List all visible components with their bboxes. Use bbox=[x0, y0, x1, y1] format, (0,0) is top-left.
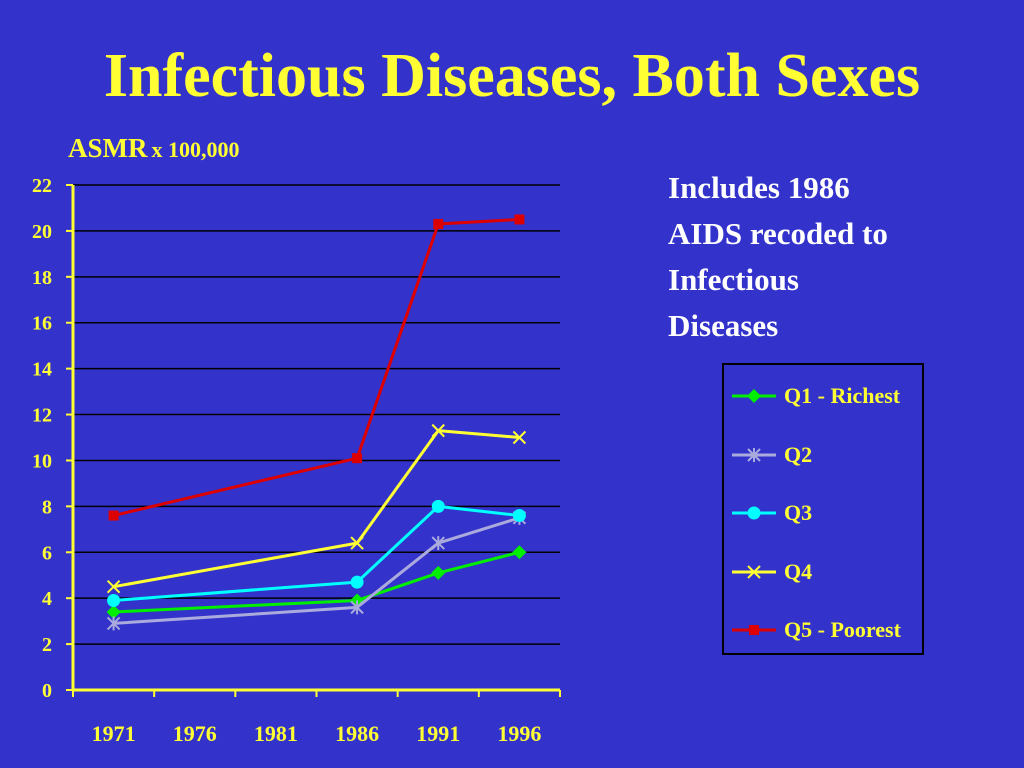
legend-marker bbox=[747, 564, 761, 579]
legend-label: Q4 bbox=[784, 558, 813, 584]
series-line bbox=[113, 429, 520, 589]
x-tick-label: 1996 bbox=[497, 721, 541, 746]
data-point bbox=[431, 423, 445, 438]
y-axis-label-unit: x 100,000 bbox=[151, 137, 240, 162]
legend-marker bbox=[747, 447, 761, 462]
legend-item: Q5 - Poorest bbox=[732, 615, 922, 645]
x-tick-label: 1981 bbox=[254, 721, 298, 746]
chart-title: Infectious Diseases, Both Sexes bbox=[103, 42, 921, 110]
data-point bbox=[350, 600, 364, 615]
legend-item: Q3 bbox=[732, 498, 922, 528]
data-point bbox=[512, 545, 527, 560]
y-tick-label: 0 bbox=[42, 680, 52, 702]
annotation-line: Diseases bbox=[668, 308, 779, 343]
y-tick-label: 20 bbox=[32, 221, 52, 243]
y-tick-label: 6 bbox=[42, 542, 52, 564]
series-line bbox=[113, 550, 520, 614]
y-axis-label-main: ASMR bbox=[68, 133, 148, 163]
y-tick-label: 4 bbox=[42, 588, 52, 610]
y-tick-label: 16 bbox=[32, 313, 52, 335]
data-point bbox=[512, 430, 527, 445]
data-point bbox=[106, 579, 121, 594]
x-tick-label: 1976 bbox=[173, 721, 217, 746]
y-tick-label: 10 bbox=[32, 450, 52, 472]
y-tick-label: 22 bbox=[32, 175, 52, 197]
data-point bbox=[431, 499, 445, 513]
data-point bbox=[352, 453, 363, 464]
legend-swatch bbox=[732, 447, 776, 462]
legend-swatch bbox=[732, 564, 776, 579]
series-line bbox=[113, 516, 520, 625]
x-tick-label: 1986 bbox=[335, 721, 379, 746]
annotation-note: Includes 1986 AIDS recoded to Infectious… bbox=[668, 165, 988, 349]
annotation-line: AIDS recoded to bbox=[668, 216, 888, 251]
data-point bbox=[514, 214, 525, 225]
legend-marker bbox=[747, 389, 761, 403]
data-point bbox=[106, 604, 121, 619]
legend-item: Q2 bbox=[732, 440, 922, 470]
data-point bbox=[431, 565, 446, 580]
legend-swatch bbox=[732, 625, 776, 635]
legend-swatch bbox=[732, 506, 776, 520]
y-tick-label: 8 bbox=[42, 496, 52, 518]
y-axis-label: ASMR x 100,000 bbox=[68, 133, 240, 164]
legend-item: Q1 - Richest bbox=[732, 381, 922, 411]
y-tick-label: 14 bbox=[32, 359, 52, 381]
data-point bbox=[512, 509, 526, 523]
data-point bbox=[431, 536, 445, 551]
annotation-line: Includes 1986 bbox=[668, 170, 850, 205]
y-tick-label: 12 bbox=[32, 405, 52, 427]
data-point bbox=[108, 510, 119, 521]
data-point bbox=[107, 593, 121, 607]
chart-legend: Q1 - Richest Q2 Q3 Q4 Q5 - Poorest bbox=[722, 363, 924, 655]
legend-label: Q5 - Poorest bbox=[784, 617, 901, 642]
legend-marker bbox=[749, 625, 759, 635]
data-point bbox=[433, 219, 444, 230]
x-tick-label: 1971 bbox=[92, 721, 136, 746]
annotation-line: Infectious bbox=[668, 262, 799, 297]
x-tick-label: 1991 bbox=[416, 721, 460, 746]
y-tick-label: 2 bbox=[42, 634, 52, 656]
legend-label: Q2 bbox=[784, 441, 813, 467]
y-tick-label: 18 bbox=[32, 267, 52, 289]
series-line bbox=[113, 504, 520, 602]
data-point bbox=[106, 616, 121, 631]
legend-label: Q3 bbox=[784, 500, 813, 525]
data-point bbox=[350, 575, 364, 589]
legend-label: Q1 - Richest bbox=[784, 383, 901, 408]
legend-item: Q4 bbox=[732, 557, 922, 587]
legend-marker bbox=[747, 506, 761, 520]
data-point bbox=[350, 536, 364, 550]
legend-swatch bbox=[732, 389, 776, 403]
series-line bbox=[113, 217, 520, 518]
